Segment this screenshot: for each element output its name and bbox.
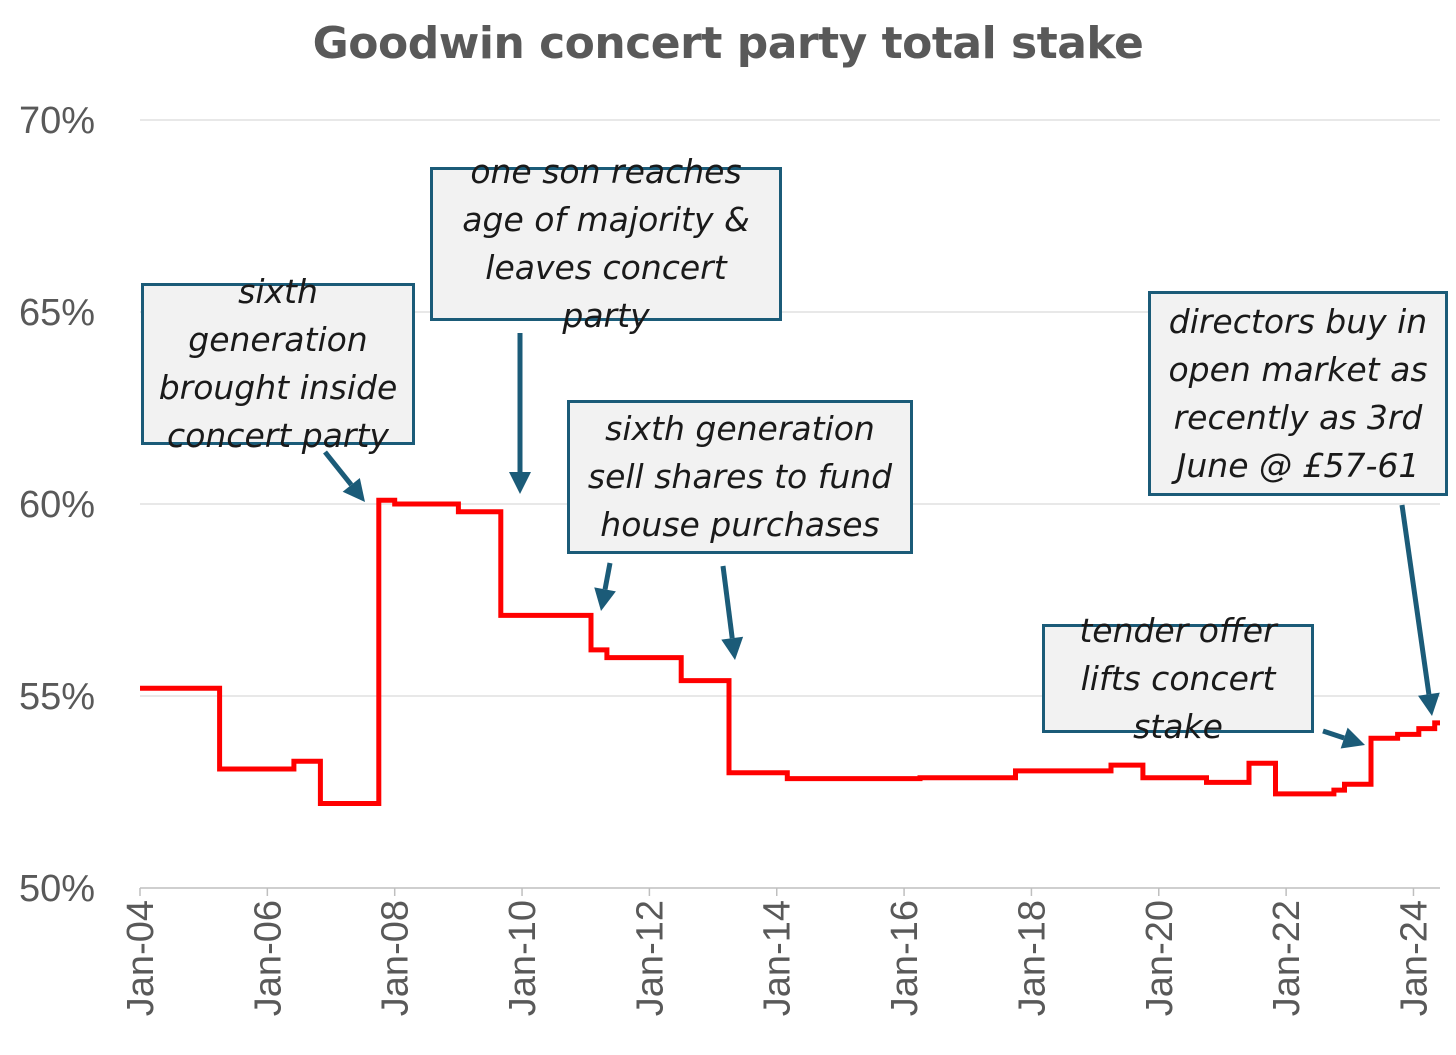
- annotation-tender-offer: tender offer lifts concert stake: [1042, 611, 1314, 746]
- chart-title: Goodwin concert party total stake: [312, 18, 1144, 69]
- stake-series-line: [140, 497, 1440, 806]
- annotation-text: sixth generation brought inside concert …: [158, 272, 398, 455]
- x-tick-label: Jan-22: [1266, 900, 1308, 1016]
- y-axis: 50% 55% 60% 65% 70%: [19, 100, 95, 910]
- annotation-text: one son reaches age of majority & leaves…: [462, 152, 750, 335]
- y-tick-label: 70%: [19, 100, 95, 142]
- annotation-sixth-generation-inside: sixth generation brought inside concert …: [141, 272, 415, 455]
- x-tick-label: Jan-20: [1139, 900, 1181, 1016]
- annotation-son-leaves: one son reaches age of majority & leaves…: [430, 152, 782, 335]
- x-tick-label: Jan-12: [629, 900, 671, 1016]
- x-tick-label: Jan-10: [502, 900, 544, 1016]
- annotation-text: tender offer lifts concert stake: [1079, 610, 1277, 746]
- x-tick-label: Jan-04: [120, 900, 162, 1016]
- annotation-arrows: [323, 333, 1440, 749]
- y-tick-label: 50%: [19, 868, 95, 910]
- x-tick-label: Jan-24: [1393, 900, 1435, 1016]
- annotation-arrow: [509, 333, 531, 494]
- x-tick-label: Jan-08: [375, 900, 417, 1016]
- x-tick-label: Jan-14: [757, 900, 799, 1016]
- x-axis-labels: Jan-04 Jan-06 Jan-08 Jan-10 Jan-12 Jan-14 Jan-…: [120, 900, 1435, 1016]
- annotation-text: directors buy in open market as recently…: [1168, 301, 1428, 485]
- y-tick-label: 55%: [19, 676, 95, 718]
- annotation-directors-buy: directors buy in open market as recently…: [1148, 291, 1448, 496]
- x-tick-label: Jan-16: [884, 900, 926, 1016]
- annotation-arrow: [1399, 504, 1440, 716]
- x-tick-label: Jan-06: [247, 900, 289, 1016]
- x-tick-label: Jan-18: [1011, 900, 1053, 1016]
- series-layer: [140, 497, 1440, 806]
- annotation-arrow: [594, 562, 616, 611]
- x-axis: [139, 887, 1440, 896]
- annotation-arrow: [720, 565, 744, 660]
- y-tick-label: 65%: [19, 292, 95, 334]
- annotation-sixth-generation-sell: sixth generation sell shares to fund hou…: [567, 400, 913, 554]
- annotation-text: sixth generation sell shares to fund hou…: [587, 409, 893, 544]
- annotation-arrow: [323, 450, 365, 502]
- annotation-arrow: [1322, 727, 1365, 749]
- y-tick-label: 60%: [19, 484, 95, 526]
